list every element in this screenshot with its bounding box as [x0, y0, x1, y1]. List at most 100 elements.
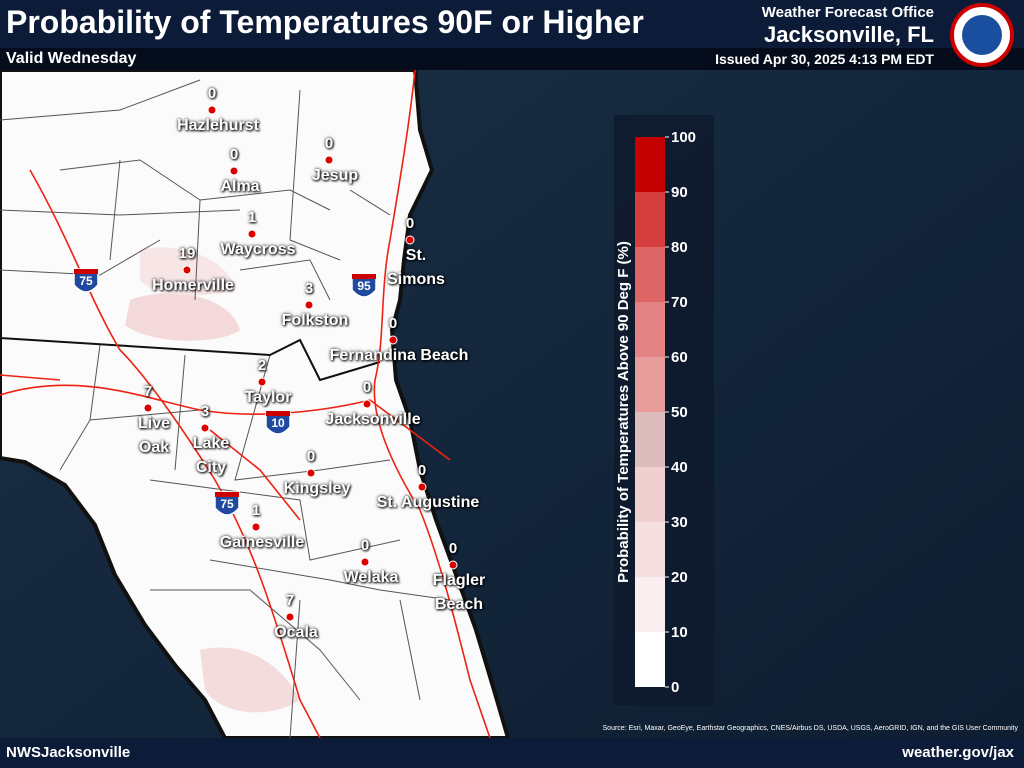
city-value: 0 [306, 448, 316, 465]
location: Jacksonville, FL [764, 22, 934, 47]
legend-tick-label: 70 [671, 294, 688, 311]
title-bar [0, 0, 1024, 48]
city-dot [360, 557, 370, 567]
city-name: Taylor [244, 389, 292, 406]
shade [200, 647, 300, 713]
city-value: 0 [324, 135, 334, 152]
city-name: Gainesville [219, 534, 305, 551]
shield-label: 75 [79, 274, 93, 288]
city-value: 2 [257, 357, 267, 374]
city-value: 0 [405, 215, 415, 232]
city-value: 7 [143, 383, 153, 400]
city-dot [306, 468, 316, 478]
legend-band [635, 632, 665, 687]
city-value: 0 [229, 146, 239, 163]
legend-tick-label: 20 [671, 569, 688, 586]
shield-top [266, 411, 290, 416]
legend-tick-label: 40 [671, 459, 688, 476]
city-value: 0 [362, 379, 372, 396]
city-name: Jesup [311, 167, 359, 184]
city-value: 7 [285, 592, 295, 609]
city-name: Live Oak [137, 415, 170, 456]
office: Weather Forecast Office [761, 4, 934, 21]
legend-band [635, 412, 665, 467]
legend-tick-label: 10 [671, 624, 688, 641]
footer-left: NWSJacksonville [6, 744, 131, 761]
legend-band [635, 577, 665, 632]
city-dot [251, 522, 261, 532]
city-name: Fernandina Beach [329, 347, 469, 364]
shield [351, 273, 377, 298]
shield [73, 268, 99, 293]
city-dot [247, 229, 257, 239]
source: Source: Esri, Maxar, GeoEye, Earthstar G… [603, 725, 1019, 732]
legend-band [635, 467, 665, 522]
city-dot [362, 399, 372, 409]
legend-tick-label: 90 [671, 184, 688, 201]
city-name: Homerville [152, 277, 234, 294]
footer-right: weather.gov/jax [902, 744, 1014, 761]
city-value: 0 [448, 540, 458, 557]
city-value: 1 [251, 502, 261, 519]
city-dot [417, 482, 427, 492]
city-dot [285, 612, 295, 622]
shield [265, 410, 291, 435]
city-value: 3 [304, 280, 314, 297]
legend-band [635, 192, 665, 247]
county-lines [0, 79, 451, 739]
city-name: St. Simons [387, 247, 445, 288]
legend-title: Probability of Temperatures Above 90 Deg… [615, 241, 632, 583]
footer-bar [0, 738, 1024, 768]
city-name: St. Augustine [376, 494, 480, 511]
city-dot [304, 300, 314, 310]
city-dot [182, 265, 192, 275]
shield-label: 95 [357, 279, 371, 293]
shield-top [352, 274, 376, 279]
subtitle: Valid Wednesday [6, 50, 137, 67]
city-name: Welaka [343, 569, 399, 586]
title: Probability of Temperatures 90F or Highe… [6, 4, 644, 40]
city-value: 0 [388, 315, 398, 332]
city-name: Flagler Beach [432, 572, 486, 613]
city-name: Jacksonville [325, 411, 421, 428]
nws-logo-inner [962, 15, 1002, 55]
city-dot [207, 105, 217, 115]
legend-band [635, 137, 665, 192]
city-name: Lake City [192, 435, 230, 476]
city-value: 19 [178, 245, 196, 262]
city-name: Hazlehurst [177, 117, 259, 134]
land [0, 68, 511, 740]
city-name: Ocala [274, 624, 318, 641]
city-value: 1 [247, 209, 257, 226]
shield [214, 491, 240, 516]
legend-tick-label: 100 [671, 129, 696, 146]
legend-tick-label: 60 [671, 349, 688, 366]
shield-top [215, 492, 239, 497]
city-name: Waycross [220, 241, 296, 258]
state-line [0, 337, 381, 382]
city-name: Folkston [281, 312, 349, 329]
subtitle-bar [0, 48, 1024, 70]
legend-tick-label: 0 [671, 679, 679, 696]
city-value: 0 [207, 85, 217, 102]
legend-band [635, 522, 665, 577]
city-dot [405, 235, 415, 245]
city-dot [388, 335, 398, 345]
city-dot [448, 560, 458, 570]
city-value: 3 [200, 403, 210, 420]
shield-label: 75 [220, 497, 234, 511]
legend-tick-label: 50 [671, 404, 688, 421]
city-name: Alma [220, 178, 260, 195]
shield-top [74, 269, 98, 274]
roads [0, 69, 491, 739]
legend-tick-label: 30 [671, 514, 688, 531]
city-dot [257, 377, 267, 387]
issued: Issued Apr 30, 2025 4:13 PM EDT [715, 51, 934, 67]
legend-tick-label: 80 [671, 239, 688, 256]
legend-band [635, 247, 665, 302]
legend-band [635, 302, 665, 357]
city-name: Kingsley [283, 480, 351, 497]
shade [125, 293, 240, 341]
